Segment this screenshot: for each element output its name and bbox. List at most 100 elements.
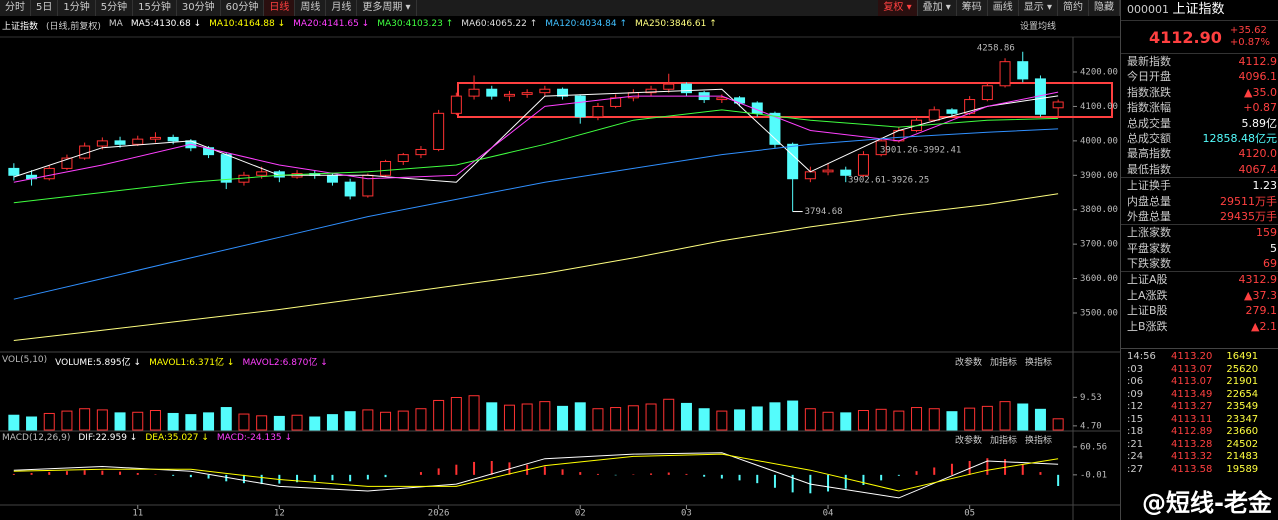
- indicator-tool[interactable]: 加指标: [990, 436, 1018, 446]
- indicator-value: MAVOL2:6.870亿 ↓: [242, 358, 328, 368]
- quote-label: 上证B股: [1127, 304, 1168, 318]
- trade-price: 4113.28: [1171, 438, 1213, 450]
- trade-row: :27 4113.58 19589: [1121, 464, 1278, 477]
- settings[interactable]: 设置均线: [1020, 22, 1057, 32]
- volume-bar: [114, 412, 126, 431]
- quote-label: 总成交额: [1127, 131, 1171, 145]
- volume-bar: [787, 400, 799, 431]
- tool-button[interactable]: 筹码: [957, 0, 988, 16]
- quote-label: 内盘总量: [1127, 194, 1171, 208]
- y-tick-label: 3800.00: [1080, 205, 1118, 215]
- volume-bar: [468, 395, 480, 431]
- quote-label: 最高指数: [1127, 147, 1171, 161]
- price: 4112.90: [1149, 27, 1222, 47]
- y-tick-label: 4.70: [1080, 421, 1102, 431]
- ma-value: MA30:4103.23 ↑: [377, 19, 454, 29]
- quote-value: ▲37.3: [1244, 288, 1277, 302]
- trade-row: :03 4113.07 25620: [1121, 364, 1278, 377]
- trade-price: 4113.58: [1171, 463, 1213, 475]
- indicator-tool[interactable]: 改参数: [955, 436, 983, 446]
- pct: +0.87%: [1229, 37, 1271, 48]
- quote-row: 指数涨跌 ▲35.0: [1121, 85, 1278, 100]
- quote-label: 外盘总量: [1127, 209, 1171, 223]
- ma-value: MA5:4130.68 ↓: [130, 19, 202, 29]
- trade-time: :18: [1127, 426, 1144, 438]
- period-button[interactable]: 月线: [326, 0, 358, 16]
- trade-volume: 23660: [1226, 426, 1259, 438]
- candle-body: [450, 95, 462, 114]
- quote-label: 上证A股: [1127, 273, 1168, 287]
- quote-label: 上证换手: [1127, 179, 1171, 193]
- trade-time: :06: [1127, 376, 1144, 388]
- ma-value: MA10:4164.88 ↓: [209, 19, 286, 29]
- quote-value: 12858.48亿元: [1202, 131, 1278, 145]
- period-button[interactable]: 30分钟: [177, 0, 221, 16]
- volume-bar: [964, 407, 976, 431]
- tool-button[interactable]: 复权 ▾: [878, 0, 918, 16]
- quote-row: 上涨家数 159: [1121, 224, 1278, 240]
- volume-bar: [132, 411, 144, 431]
- tool-button[interactable]: 叠加 ▾: [918, 0, 957, 16]
- quote-row: 上证换手 1.23: [1121, 177, 1278, 193]
- candle-body: [981, 85, 993, 101]
- quote-label: 最低指数: [1127, 162, 1171, 176]
- quote-label: 指数涨跌: [1127, 85, 1171, 99]
- trade-row: :12 4113.27 23549: [1121, 401, 1278, 414]
- x-tick-label: 02: [575, 509, 586, 519]
- indicator-value: DIF:22.959 ↓: [78, 433, 138, 443]
- period-button[interactable]: 周线: [295, 0, 327, 16]
- volume-bar: [167, 412, 179, 431]
- volume-bar: [734, 409, 746, 431]
- indicator-value: MACD:-24.135 ↓: [216, 433, 293, 443]
- trade-time: :15: [1127, 413, 1144, 425]
- candle-body: [645, 88, 657, 94]
- volume-bar: [557, 405, 569, 431]
- candle-body: [380, 161, 392, 176]
- quote-label: 总成交量: [1127, 116, 1171, 130]
- y-tick-label: 60.56: [1080, 442, 1107, 452]
- quote-value: 4096.1: [1238, 70, 1278, 84]
- indicator-tool[interactable]: 换指标: [1025, 436, 1053, 446]
- ma-settings[interactable]: 设置均线: [1020, 19, 1056, 32]
- period-button[interactable]: 5分钟: [96, 0, 134, 16]
- period-button[interactable]: 分时: [0, 0, 31, 16]
- volume-bar: [397, 410, 409, 431]
- ma-value: MA60:4065.22 ↑: [461, 19, 538, 29]
- period-button[interactable]: 1分钟: [58, 0, 96, 16]
- candle-body: [114, 140, 126, 145]
- tool-button[interactable]: 简约: [1058, 0, 1089, 16]
- quote-label: 指数涨幅: [1127, 101, 1171, 115]
- tool-button[interactable]: 画线: [988, 0, 1019, 16]
- candle-body: [627, 92, 639, 99]
- candle-body: [397, 154, 409, 163]
- ma-value: MA120:4034.84 ↑: [545, 19, 628, 29]
- quote-row: 上B涨跌 ▲2.1: [1121, 319, 1278, 334]
- tool-button[interactable]: 隐藏: [1089, 0, 1120, 16]
- indicator-tool[interactable]: 加指标: [990, 358, 1018, 368]
- quote-value: 4120.0: [1238, 147, 1278, 161]
- period-button[interactable]: 60分钟: [221, 0, 265, 16]
- indicator-tool[interactable]: 换指标: [1025, 358, 1053, 368]
- vol-header: VOL(5,10) VOLUME:5.895亿 ↓ MAVOL1:6.371亿 ↓ M…: [2, 355, 328, 368]
- period-button[interactable]: 15分钟: [133, 0, 177, 16]
- indicator-value: MAVOL1:6.371亿 ↓: [149, 358, 235, 368]
- highlight-box: [457, 82, 1113, 118]
- period-button[interactable]: 5日: [31, 0, 59, 16]
- quote-label: 上涨家数: [1127, 226, 1171, 240]
- quote-value: 279.1: [1245, 304, 1278, 318]
- candle-body: [1034, 78, 1046, 115]
- quote-row: 上证A股 4312.9: [1121, 271, 1278, 287]
- volume-bar: [79, 408, 91, 431]
- indicator-tool[interactable]: 改参数: [955, 358, 983, 368]
- candle-body: [362, 174, 374, 197]
- trade-volume: 24502: [1226, 438, 1259, 450]
- ma-label: MA: [108, 19, 123, 29]
- quote-value: 4067.4: [1238, 162, 1278, 176]
- period-button[interactable]: 日线: [264, 0, 296, 16]
- candle-body: [1052, 101, 1064, 109]
- index-name: 上证指数: [2, 22, 39, 32]
- tool-button[interactable]: 显示 ▾: [1019, 0, 1058, 16]
- period-button[interactable]: 更多周期 ▾: [357, 0, 417, 16]
- volume-bar: [433, 399, 445, 431]
